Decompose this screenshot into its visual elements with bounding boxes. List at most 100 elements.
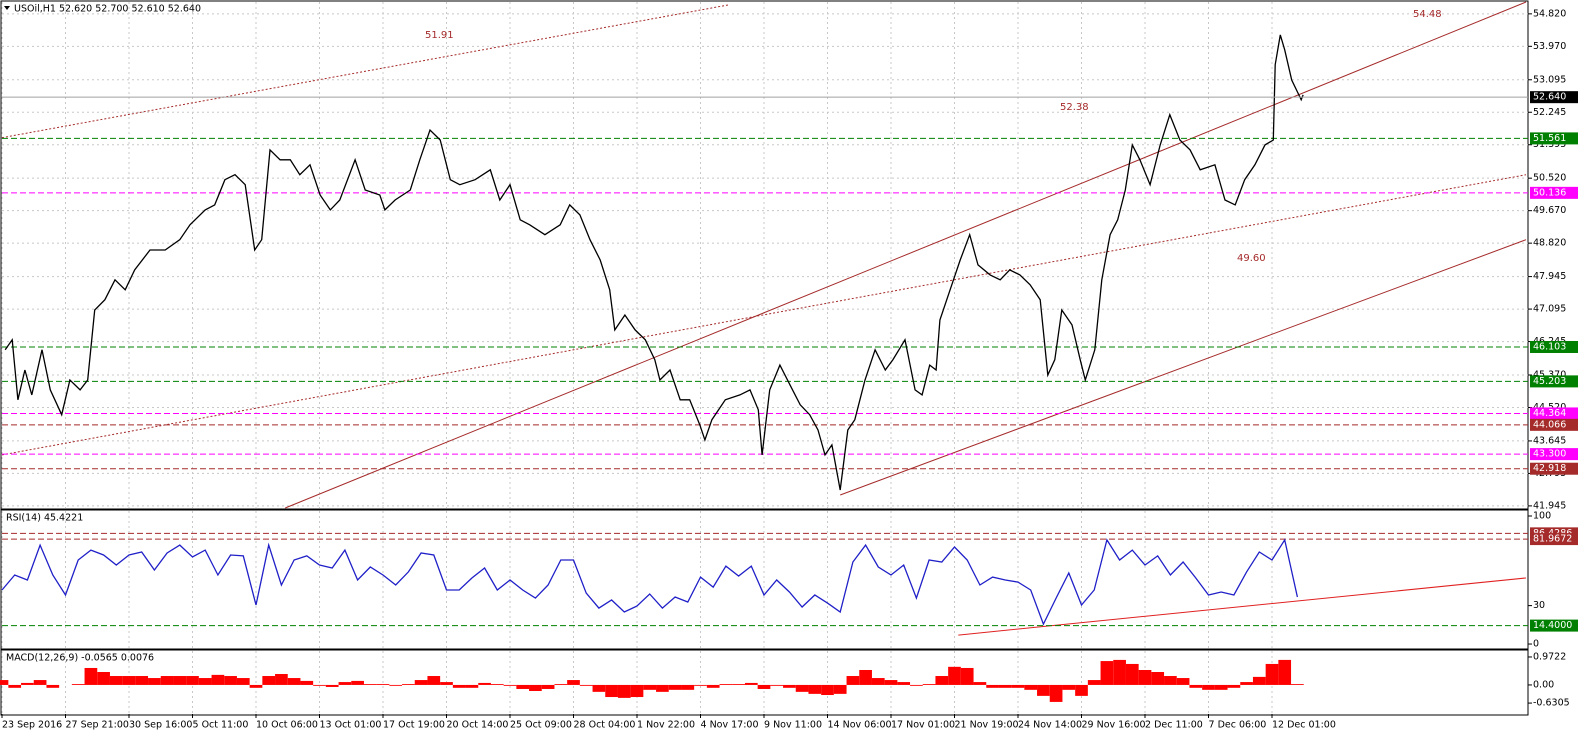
level-label-box [1530, 448, 1578, 461]
macd-bar [1164, 676, 1177, 685]
level-label-box [1530, 462, 1578, 475]
macd-bar [1291, 684, 1304, 685]
macd-bar [1037, 684, 1050, 696]
macd-bar [871, 678, 885, 685]
macd-bar [1062, 684, 1076, 690]
x-tick-label: 5 Oct 11:00 [193, 720, 249, 731]
x-tick-label: 14 Nov 06:00 [828, 720, 892, 731]
macd-bar [694, 684, 707, 686]
y-tick-label: 49.670 [1533, 205, 1566, 216]
annotation: 51.91 [425, 30, 454, 41]
macd-bar [973, 682, 987, 685]
y-tick-label: 53.095 [1533, 74, 1566, 85]
trendline [1, 4, 730, 139]
y-tick-label: 54.820 [1533, 8, 1566, 19]
macd-bar [338, 682, 352, 685]
level-label: 46.103 [1533, 341, 1566, 352]
macd-bar [732, 684, 745, 685]
annotation: 54.48 [1413, 9, 1442, 20]
macd-bar [757, 684, 771, 689]
x-tick-label: 4 Nov 17:00 [701, 720, 759, 731]
macd-bar [325, 684, 339, 687]
last-price-label: 52.640 [1533, 92, 1566, 103]
level-label-box [1530, 340, 1578, 353]
macd-bar [1087, 680, 1101, 685]
macd-bar [1138, 669, 1152, 685]
level-label: 43.300 [1533, 449, 1566, 460]
x-tick-label: 20 Oct 14:00 [447, 720, 509, 731]
macd-bar [643, 684, 657, 690]
level-label: 81.9672 [1533, 534, 1572, 545]
macd-bar [554, 684, 568, 685]
macd-bar [1100, 661, 1114, 685]
x-tick-label: 1 Nov 22:00 [637, 720, 695, 731]
macd-bar [960, 667, 974, 685]
macd-bar [8, 684, 22, 688]
macd-bar [275, 674, 288, 685]
y-tick-label: 100 [1533, 510, 1551, 521]
level-label: 44.066 [1533, 419, 1566, 430]
macd-bar [1075, 684, 1088, 696]
macd-bar [795, 684, 809, 692]
macd-bar [884, 680, 898, 685]
y-tick-label: 51.395 [1533, 139, 1566, 150]
macd-bar [376, 684, 390, 685]
macd-bar [922, 684, 936, 685]
panel-title: RSI(14) 45.4221 [6, 513, 83, 524]
macd-bar [186, 676, 199, 685]
macd-bar [211, 674, 225, 685]
x-tick-label: 29 Nov 16:00 [1082, 720, 1146, 731]
macd-bar [516, 684, 530, 689]
macd-bar [998, 684, 1012, 688]
panel-frame [0, 509, 1529, 650]
macd-bar [668, 684, 682, 690]
panel-frame [0, 0, 1529, 510]
macd-bar [859, 669, 872, 685]
macd-bar [503, 684, 517, 686]
macd-bar [605, 684, 618, 698]
panel-title: MACD(12,26,9) -0.0565 0.0076 [6, 653, 154, 664]
macd-bar [236, 678, 250, 685]
macd-bar [897, 682, 911, 685]
macd-bar [1252, 676, 1266, 685]
y-tick-label: 41.945 [1533, 500, 1566, 511]
y-tick-label: 47.945 [1533, 271, 1566, 282]
macd-bar [935, 676, 949, 685]
macd-bar [135, 676, 149, 685]
x-tick-label: 30 Sep 16:00 [129, 720, 192, 731]
macd-bar [706, 684, 720, 688]
macd-bar [541, 684, 555, 689]
macd-bar [1227, 684, 1241, 688]
macd-bar [122, 676, 136, 685]
x-tick-label: 17 Oct 19:00 [383, 720, 445, 731]
macd-bar [1189, 684, 1203, 688]
macd-bar [287, 678, 301, 685]
macd-bar [224, 676, 237, 685]
macd-bar [910, 684, 923, 686]
macd-bar [656, 684, 669, 692]
level-label: 45.203 [1533, 376, 1566, 387]
annotation: 52.38 [1060, 102, 1089, 113]
macd-bar [97, 672, 110, 685]
x-tick-label: 17 Nov 01:00 [891, 720, 955, 731]
macd-bar [148, 678, 161, 685]
y-tick-label: 52.245 [1533, 107, 1566, 118]
level-label-box [1530, 619, 1578, 632]
x-tick-label: 2 Dec 11:00 [1145, 720, 1203, 731]
macd-bar [1125, 663, 1139, 685]
macd-bar [1278, 659, 1292, 685]
macd-bar [808, 684, 822, 694]
macd-bar [579, 684, 593, 686]
macd-bar [160, 676, 174, 685]
macd-bar [783, 684, 796, 688]
level-label: 50.136 [1533, 187, 1566, 198]
macd-bar [109, 676, 123, 685]
y-tick-label: 45.370 [1533, 370, 1566, 381]
macd-bar [0, 680, 9, 685]
macd-bar [821, 684, 834, 696]
y-tick-label: 50.520 [1533, 173, 1566, 184]
x-tick-label: 25 Oct 09:00 [510, 720, 572, 731]
macd-bar [846, 676, 860, 685]
